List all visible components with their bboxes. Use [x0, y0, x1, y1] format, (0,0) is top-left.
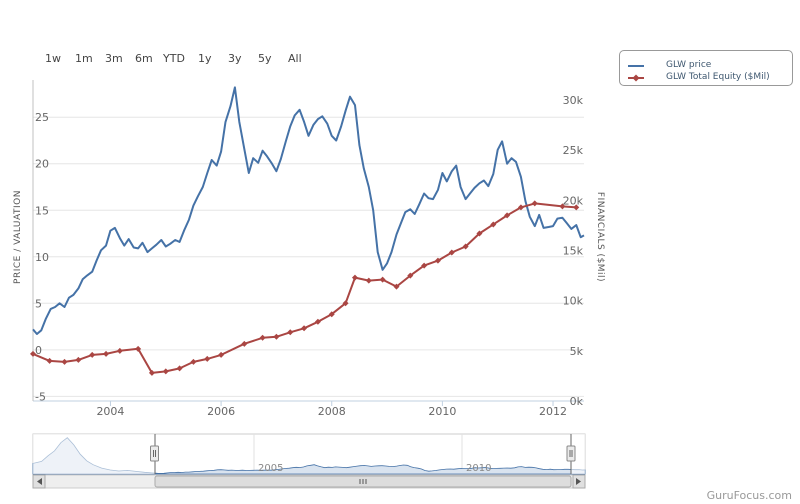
y-tick-label: 0: [35, 344, 42, 357]
equity-point: [148, 369, 155, 376]
equity-point: [135, 345, 142, 352]
equity-point: [314, 318, 321, 325]
equity-point: [365, 277, 372, 284]
equity-point: [89, 351, 96, 358]
navigator-tick-label: 2005: [258, 463, 283, 474]
equity-point: [434, 257, 441, 264]
equity-point: [504, 212, 511, 219]
equity-point: [328, 311, 335, 318]
equity-point: [273, 333, 280, 340]
legend-label-equity: GLW Total Equity ($Mil): [666, 72, 770, 82]
y2-tick-label: 0k: [570, 395, 584, 408]
scrollbar[interactable]: [32, 474, 586, 489]
y2-tick-label: 30k: [563, 94, 584, 107]
navigator-tick-label: 2010: [466, 463, 491, 474]
y-tick-label: 25: [35, 111, 49, 124]
x-tick-label: 2012: [539, 405, 567, 418]
y-tick-label: 10: [35, 251, 49, 264]
equity-point: [448, 249, 455, 256]
legend: GLW price GLW Total Equity ($Mil): [619, 50, 793, 86]
equity-point: [30, 350, 36, 357]
equity-point: [75, 356, 82, 363]
range-button-all[interactable]: All: [288, 52, 302, 65]
navigator-mask-right: [571, 434, 585, 474]
range-button-3y[interactable]: 3y: [228, 52, 242, 65]
x-tick-label: 2006: [207, 405, 235, 418]
line-diamond-swatch-icon: [628, 74, 644, 82]
range-button-3m[interactable]: 3m: [105, 52, 123, 65]
x-tick-label: 2008: [318, 405, 346, 418]
line-swatch-icon: [628, 65, 644, 67]
equity-point: [421, 262, 428, 269]
equity-point: [476, 230, 483, 237]
y-axis-ticks: -5 0 5 10 15 20 25: [35, 111, 49, 403]
x-tick-label: 2010: [428, 405, 456, 418]
navigator-handle-left[interactable]: [150, 445, 159, 462]
equity-point: [517, 204, 524, 211]
equity-point: [407, 272, 414, 279]
legend-item-equity[interactable]: GLW Total Equity ($Mil): [628, 72, 788, 84]
equity-point: [393, 283, 400, 290]
legend-label-price: GLW price: [666, 60, 712, 70]
equity-point: [342, 300, 349, 307]
grid-lines: [33, 116, 584, 397]
equity-point: [379, 276, 386, 283]
equity-point: [490, 221, 497, 228]
navigator-handle-right[interactable]: [566, 445, 576, 462]
equity-point: [218, 351, 225, 358]
y2-tick-label: 5k: [570, 345, 584, 358]
equity-point: [559, 203, 566, 210]
equity-point: [573, 204, 580, 211]
navigator[interactable]: 2005 2010: [32, 433, 586, 475]
equity-point: [241, 340, 248, 347]
brand-credit: GuruFocus.com: [706, 489, 792, 502]
equity-point: [103, 350, 110, 357]
equity-point: [162, 368, 169, 375]
equity-point: [190, 358, 197, 365]
equity-point: [301, 325, 308, 332]
arrow-left-icon: [37, 478, 42, 485]
range-button-ytd[interactable]: YTD: [163, 52, 185, 65]
range-button-5y[interactable]: 5y: [258, 52, 272, 65]
y2-tick-label: 25k: [563, 144, 584, 157]
legend-item-price[interactable]: GLW price: [628, 60, 788, 72]
range-button-6m[interactable]: 6m: [135, 52, 153, 65]
y-axis-title: PRICE / VALUATION: [13, 190, 23, 284]
equity-point: [287, 329, 294, 336]
range-button-1m[interactable]: 1m: [75, 52, 93, 65]
y-tick-label: 20: [35, 158, 49, 171]
equity-point: [351, 274, 358, 281]
equity-point: [61, 358, 68, 365]
y2-axis-ticks: 0k 5k 10k 15k 20k 25k 30k: [563, 94, 584, 408]
range-button-1w[interactable]: 1w: [45, 52, 61, 65]
y2-tick-label: 20k: [563, 194, 584, 207]
equity-point: [116, 347, 123, 354]
arrow-right-icon: [576, 478, 581, 485]
equity-point: [259, 334, 266, 341]
y2-axis-title: FINANCIALS ($Mil): [595, 191, 605, 283]
series-glw-total-equity: [30, 200, 580, 376]
x-axis-ticks: 2004 2006 2008 2010 2012: [96, 401, 567, 418]
navigator-mask-left: [33, 434, 155, 474]
series-glw-price: [32, 86, 585, 335]
x-tick-label: 2004: [96, 405, 124, 418]
equity-point: [204, 355, 211, 362]
y-tick-label: -5: [35, 390, 46, 403]
equity-line: [32, 202, 577, 374]
y-tick-label: 5: [35, 297, 42, 310]
y2-tick-label: 10k: [563, 295, 584, 308]
equity-point: [176, 365, 183, 372]
equity-point: [46, 357, 53, 364]
equity-point: [462, 243, 469, 250]
equity-point: [531, 200, 538, 207]
price-line: [32, 86, 585, 335]
range-button-1y[interactable]: 1y: [198, 52, 212, 65]
y-tick-label: 15: [35, 204, 49, 217]
y2-tick-label: 15k: [563, 245, 584, 258]
